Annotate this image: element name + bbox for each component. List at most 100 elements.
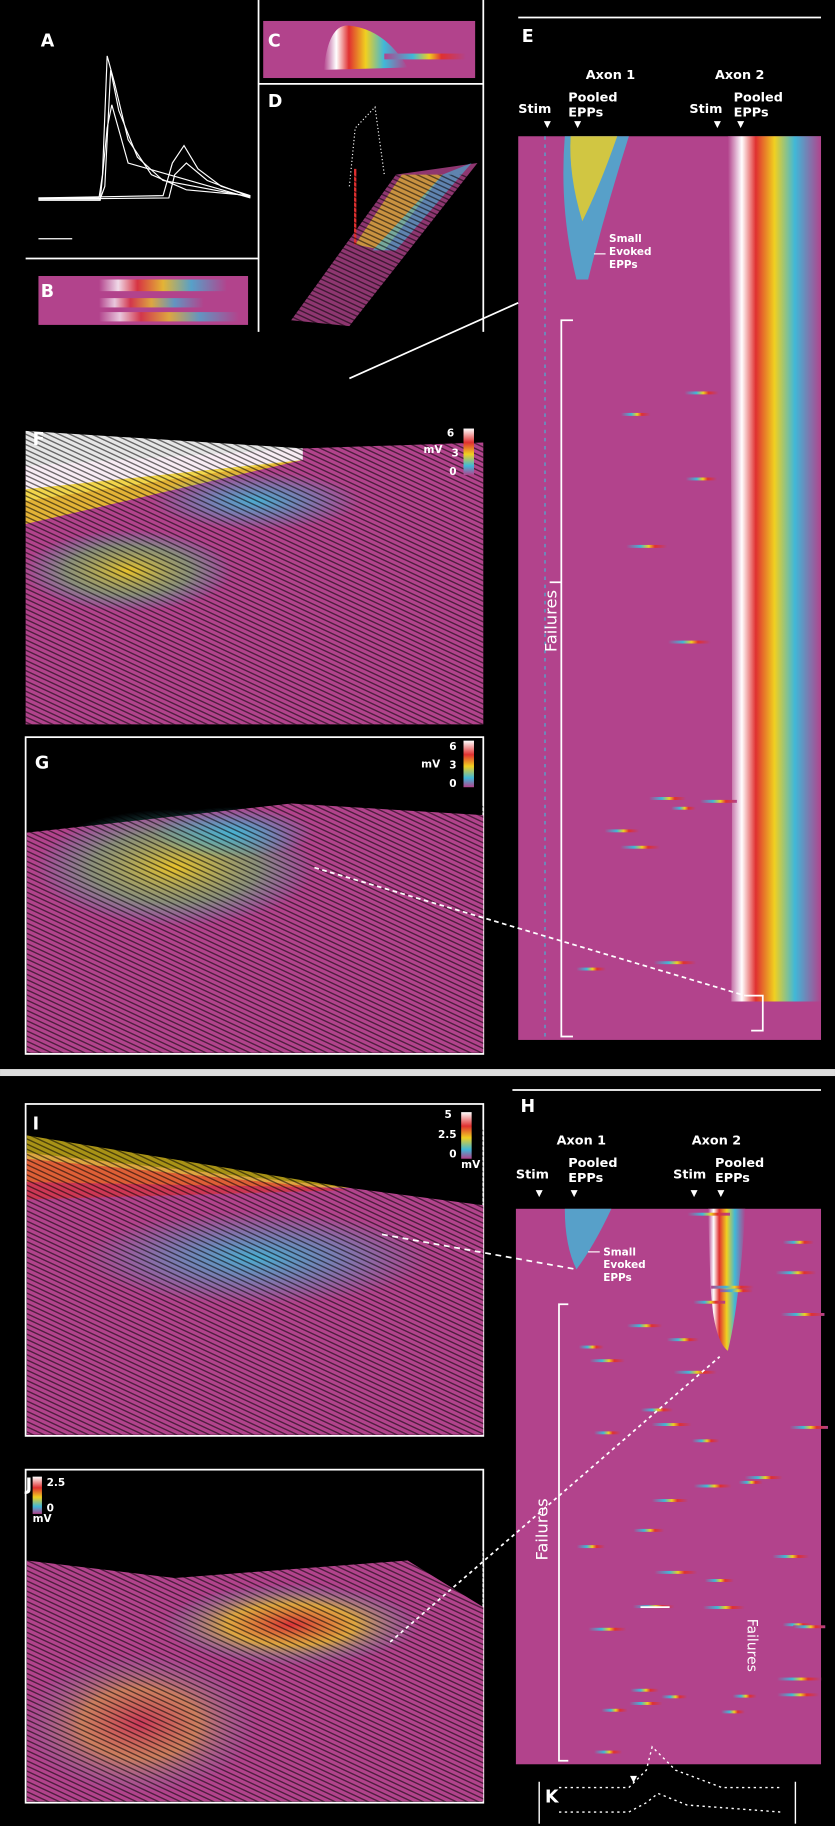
decoration: [463, 740, 474, 788]
decoration: [666, 1338, 699, 1342]
scatter-d: [291, 105, 478, 332]
decoration: [576, 391, 737, 971]
colorbar-tick: 5: [445, 1109, 452, 1121]
pooled-label: EPPs: [568, 1171, 603, 1186]
pooled-label: Pooled: [734, 90, 783, 105]
decoration: [703, 1606, 745, 1609]
decoration: [745, 994, 764, 1032]
colorbar-tick: 6: [447, 428, 454, 440]
decoration: [0, 1069, 835, 1077]
decoration: [594, 1431, 621, 1435]
panel-label: K: [545, 1788, 560, 1808]
colorbar-tick: 3: [452, 448, 459, 460]
decoration: [26, 1129, 484, 1435]
decoration: [780, 1312, 825, 1316]
decoration: [26, 1548, 484, 1802]
decoration: [589, 1359, 625, 1363]
colorbar-unit: mV: [33, 1513, 53, 1525]
decoration: [738, 1480, 763, 1484]
colorbar-tick: 2.5: [438, 1129, 457, 1141]
decoration: [98, 312, 239, 322]
decoration: [576, 1212, 828, 1754]
pooled-label: EPPs: [734, 105, 769, 120]
decoration: [629, 1701, 663, 1705]
decoration: [570, 136, 618, 222]
decoration: [654, 1570, 698, 1574]
decoration: [620, 412, 651, 416]
decoration: [38, 69, 251, 200]
colorbar-tick: 0: [449, 1149, 456, 1161]
decoration: [772, 1555, 810, 1558]
decoration: [782, 1623, 812, 1627]
panel-label: H: [521, 1097, 536, 1117]
decoration: [693, 1484, 732, 1488]
decoration: [693, 1300, 726, 1304]
stim-label: Stim: [673, 1168, 706, 1183]
decoration: [38, 55, 251, 199]
decoration: [560, 319, 573, 1038]
pooled-label: Pooled: [568, 90, 617, 105]
decoration: [640, 1408, 674, 1412]
decoration: [692, 1439, 720, 1443]
decoration: [708, 1208, 746, 1351]
panel-label: F: [33, 430, 45, 450]
decoration: [627, 1324, 663, 1328]
trace-a: [38, 55, 251, 240]
colorbar-tick: 3: [449, 760, 456, 772]
colorbar-unit: mV: [461, 1159, 481, 1171]
decoration: [673, 1370, 717, 1374]
panel-label: G: [35, 754, 49, 774]
panel-label: E: [522, 27, 534, 47]
decoration: [704, 1579, 734, 1582]
decoration: [558, 1745, 781, 1789]
stim-label: Stim: [689, 102, 722, 117]
decoration: [661, 1695, 688, 1699]
decoration: [684, 391, 719, 395]
decoration: [349, 301, 519, 380]
decoration: [98, 279, 228, 292]
decoration: [777, 1677, 822, 1681]
colorbar-tick: 6: [449, 741, 456, 753]
decoration: [630, 1688, 659, 1692]
decoration: [649, 797, 686, 800]
annotation: Small: [609, 233, 642, 245]
decoration: [793, 1625, 826, 1629]
axon-label: Axon 1: [557, 1134, 607, 1149]
decoration: [32, 1476, 42, 1514]
panel-label: B: [41, 282, 54, 302]
decoration: [389, 1356, 721, 1643]
decoration: [558, 1303, 569, 1762]
trace-k: [538, 1745, 797, 1824]
pooled-label: EPPs: [568, 105, 603, 120]
decoration: [576, 967, 606, 971]
decoration: [626, 544, 668, 548]
panel-label: A: [41, 32, 55, 52]
decoration: [291, 174, 478, 332]
decoration: [789, 1425, 828, 1429]
decoration: [775, 1271, 817, 1275]
annotation: Small: [603, 1246, 636, 1258]
colorbar-tick: 0: [449, 466, 456, 478]
decoration: [576, 1545, 605, 1549]
failures-label: Failures: [744, 1619, 760, 1672]
annotation: Evoked: [609, 246, 651, 258]
axon-label: Axon 2: [715, 68, 764, 83]
decoration: [604, 829, 640, 833]
surface-i: [24, 1103, 485, 1437]
decoration: [651, 1499, 689, 1502]
decoration: [38, 162, 251, 200]
colorbar-tick: 2.5: [47, 1477, 66, 1489]
surface-j: [23, 1468, 485, 1804]
decoration: [721, 1710, 745, 1714]
decoration: [687, 1212, 730, 1216]
panel-label: D: [268, 92, 283, 112]
decoration: [782, 1240, 814, 1244]
surface-f: [23, 425, 484, 725]
decoration: [26, 803, 484, 1053]
decoration: [463, 428, 474, 476]
pooled-label: EPPs: [715, 1171, 750, 1186]
decoration: [685, 477, 717, 481]
colorbar-tick: 0: [449, 778, 456, 790]
panel-label: J: [25, 1476, 33, 1496]
